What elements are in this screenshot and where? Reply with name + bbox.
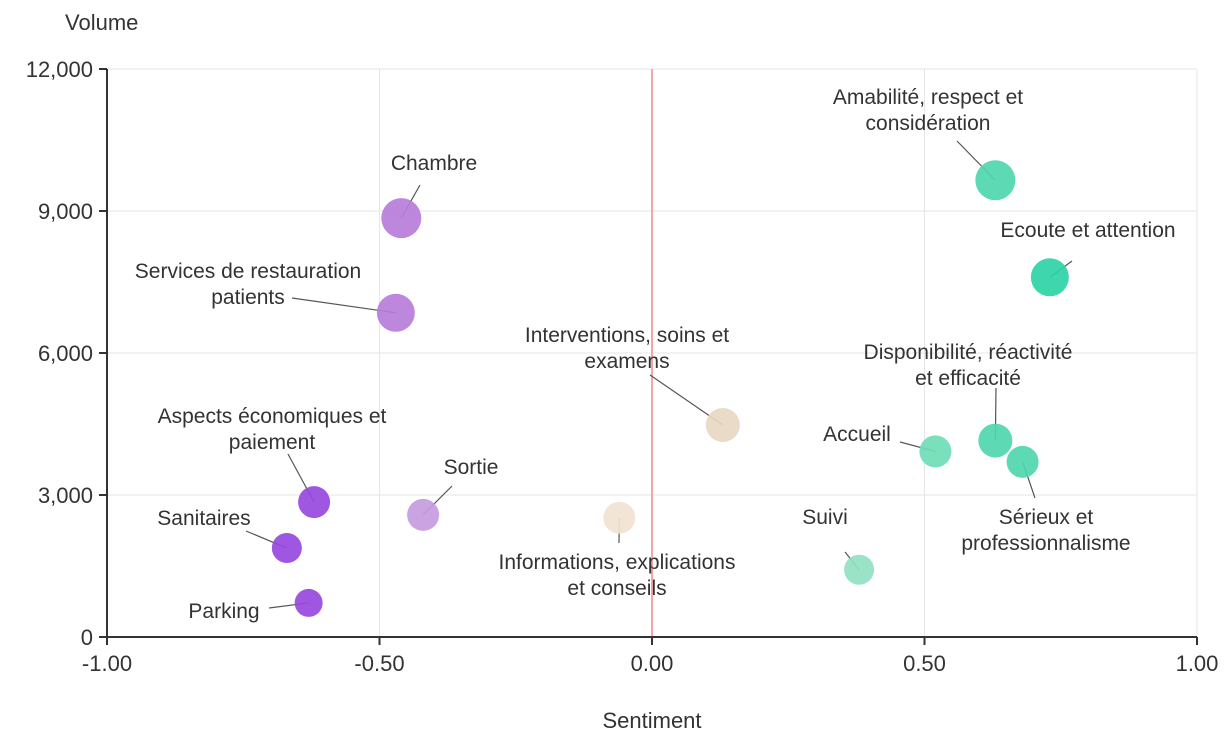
point-suivi xyxy=(844,554,875,585)
y-tick-label: 12,000 xyxy=(26,57,93,82)
label-sortie: Sortie xyxy=(444,456,499,479)
label-suivi: Suivi xyxy=(802,506,848,529)
point-sanitaires xyxy=(271,533,302,564)
point-parking xyxy=(294,588,323,617)
point-services-de-restauration-patients xyxy=(376,293,415,332)
label-aspects-economiques-et-paiement: Aspects économiques et paiement xyxy=(158,405,387,454)
point-ecoute-et-attention xyxy=(1030,258,1069,297)
label-line: Amabilité, respect et xyxy=(833,86,1023,109)
label-line: Ecoute et attention xyxy=(1000,219,1175,242)
label-line: et conseils xyxy=(567,577,666,600)
label-line: paiement xyxy=(229,431,316,454)
axes: -1.00 -0.50 0.00 0.50 1.00 0 3,000 6,000 9,000 12… xyxy=(26,57,1219,676)
label-line: Parking xyxy=(188,600,259,623)
label-line: Disponibilité, réactivité xyxy=(864,341,1073,364)
point-amabilite-respect-et-consideration xyxy=(975,160,1016,201)
label-line: patients xyxy=(211,286,285,309)
point-sortie xyxy=(407,498,440,531)
label-informations-explications-et-conseils: Informations, explications et conseils xyxy=(499,551,736,600)
label-interventions-soins-et-examens: Interventions, soins et examens xyxy=(525,324,729,373)
label-line: professionnalisme xyxy=(961,532,1130,555)
y-tick-label: 3,000 xyxy=(38,483,93,508)
label-line: examens xyxy=(584,350,669,373)
y-tick-label: 0 xyxy=(81,625,93,650)
x-tick-label: -1.00 xyxy=(82,651,132,676)
label-line: Sanitaires xyxy=(157,507,250,530)
point-labels: Amabilité, respect et considération Ecoute… xyxy=(135,86,1176,623)
label-line: Services de restauration xyxy=(135,260,361,283)
y-tick-label: 9,000 xyxy=(38,199,93,224)
label-services-de-restauration-patients: Services de restauration patients xyxy=(135,260,361,309)
y-axis-title: Volume xyxy=(65,10,138,35)
label-line: Chambre xyxy=(391,152,477,175)
label-line: Interventions, soins et xyxy=(525,324,729,347)
x-axis-title: Sentiment xyxy=(602,708,701,733)
label-serieux-et-professionnalisme: Sérieux et professionnalisme xyxy=(961,506,1130,555)
label-line: considération xyxy=(866,112,991,135)
label-line: et efficacité xyxy=(915,367,1021,390)
label-line: Suivi xyxy=(802,506,848,529)
y-tick-label: 6,000 xyxy=(38,341,93,366)
label-amabilite-respect-et-consideration: Amabilité, respect et considération xyxy=(833,86,1023,135)
label-disponibilite-reactivite-et-efficacite: Disponibilité, réactivité et efficacité xyxy=(864,341,1073,390)
label-sanitaires: Sanitaires xyxy=(157,507,250,530)
label-accueil: Accueil xyxy=(823,423,891,446)
point-interventions-soins-et-examens xyxy=(705,407,740,442)
label-parking: Parking xyxy=(188,600,259,623)
label-ecoute-et-attention: Ecoute et attention xyxy=(1000,219,1175,242)
label-line: Sérieux et xyxy=(999,506,1094,529)
point-chambre xyxy=(381,198,422,239)
label-line: Aspects économiques et xyxy=(158,405,387,428)
point-aspects-economiques-et-paiement xyxy=(298,486,331,519)
point-disponibilite-reactivite-et-efficacite xyxy=(978,423,1013,458)
label-line: Accueil xyxy=(823,423,891,446)
label-line: Informations, explications xyxy=(499,551,736,574)
point-serieux-et-professionnalisme xyxy=(1006,445,1039,478)
x-tick-label: 1.00 xyxy=(1176,651,1219,676)
x-tick-label: 0.00 xyxy=(631,651,674,676)
x-tick-label: -0.50 xyxy=(354,651,404,676)
point-informations-explications-et-conseils xyxy=(603,501,636,534)
x-tick-label: 0.50 xyxy=(903,651,946,676)
label-chambre: Chambre xyxy=(391,152,477,175)
point-accueil xyxy=(919,435,952,468)
label-line: Sortie xyxy=(444,456,499,479)
data-points xyxy=(271,160,1069,617)
